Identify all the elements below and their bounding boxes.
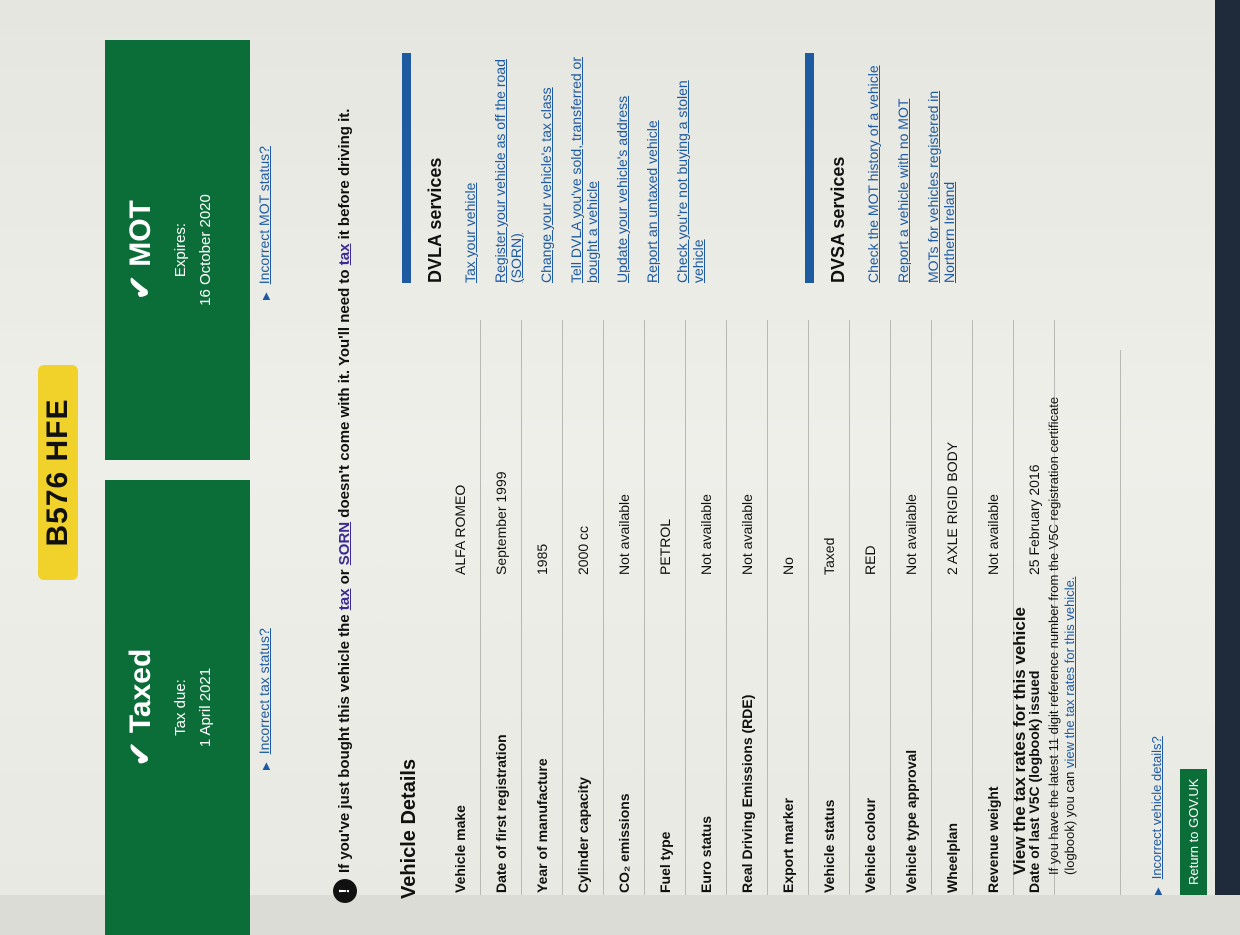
- row-label: Year of manufacture: [534, 758, 550, 893]
- table-row: Vehicle type approval Not available: [891, 320, 932, 895]
- dvla-services: DVLA services Tax your vehicle Register y…: [402, 53, 720, 283]
- vehicle-details-table: Vehicle make ALFA ROMEO Date of first regi…: [440, 320, 1055, 895]
- table-row: Revenue weight Not available: [973, 320, 1014, 895]
- dvla-service-link[interactable]: Register your vehicle as off the road (S…: [492, 59, 524, 283]
- table-row: Vehicle status Taxed: [809, 320, 850, 895]
- warning-notice: !If you've just bought this vehicle the …: [333, 109, 357, 903]
- dvsa-service-link[interactable]: Report a vehicle with no MOT: [895, 98, 911, 283]
- incorrect-mot-status-toggle[interactable]: ▶ Incorrect MOT status?: [256, 146, 274, 300]
- mot-status-panel: ✔ MOT Expires: 16 October 2020: [105, 40, 250, 460]
- row-value: No: [780, 557, 796, 575]
- tax-rates-heading: View the tax rates for this vehicle: [1010, 606, 1029, 875]
- warning-text: or: [336, 565, 353, 589]
- table-row: Export marker No: [768, 320, 809, 895]
- row-label: CO₂ emissions: [616, 793, 632, 893]
- section-bar: [402, 53, 411, 283]
- table-row: Vehicle colour RED: [850, 320, 891, 895]
- dvsa-services: DVSA services Check the MOT history of a…: [805, 53, 971, 283]
- row-value: Taxed: [821, 537, 837, 575]
- dvla-service-link[interactable]: Check you're not buying a stolen vehicle: [674, 80, 706, 283]
- row-label: Vehicle type approval: [903, 749, 919, 893]
- dvla-service-link[interactable]: Tax your vehicle: [462, 182, 478, 283]
- row-value: 25 February 2016: [1026, 464, 1042, 575]
- warning-text: If you've just bought this vehicle the: [336, 610, 353, 873]
- incorrect-vehicle-details-toggle[interactable]: ▶ Incorrect vehicle details?: [1148, 736, 1166, 895]
- tax-status-panel: ✔ Taxed Tax due: 1 April 2021: [105, 480, 250, 935]
- row-label: Wheelplan: [944, 822, 960, 893]
- table-row: Real Driving Emissions (RDE) Not availabl…: [727, 320, 768, 895]
- tax-rates-text: If you have the latest 11 digit referenc…: [1046, 355, 1078, 875]
- table-row: Euro status Not available: [686, 320, 727, 895]
- vehicle-details-heading: Vehicle Details: [398, 758, 420, 899]
- row-value: 2 AXLE RIGID BODY: [944, 441, 960, 575]
- dvsa-services-heading: DVSA services: [828, 156, 848, 283]
- dvla-service-link[interactable]: Tell DVLA you've sold, transferred or bo…: [568, 56, 600, 283]
- row-value: Not available: [985, 494, 1001, 575]
- section-bar: [805, 53, 814, 283]
- table-row: Fuel type PETROL: [645, 320, 686, 895]
- triangle-right-icon: ▶: [1153, 887, 1164, 895]
- mot-expiry-date: 16 October 2020: [197, 194, 214, 306]
- check-icon: ✔: [124, 741, 157, 767]
- warning-text: it before driving it.: [336, 108, 353, 244]
- tax-status: Taxed: [124, 648, 157, 734]
- table-row: Year of manufacture 1985: [522, 320, 563, 895]
- incorrect-vehicle-details-link[interactable]: Incorrect vehicle details?: [1149, 736, 1164, 880]
- dvsa-service-link[interactable]: Check the MOT history of a vehicle: [865, 65, 881, 283]
- row-value: PETROL: [657, 518, 673, 575]
- incorrect-tax-status-link[interactable]: Incorrect tax status?: [256, 628, 272, 755]
- mot-status: MOT: [124, 200, 157, 267]
- dvla-service-link[interactable]: Report an untaxed vehicle: [644, 120, 660, 283]
- row-value: Not available: [698, 494, 714, 575]
- mot-expires-label: Expires:: [172, 222, 189, 278]
- row-value: 2000 cc: [575, 525, 591, 575]
- table-row: Date of first registration September 1999: [481, 320, 522, 895]
- row-label: Export marker: [780, 798, 796, 893]
- dvla-service-link[interactable]: Update your vehicle's address: [614, 95, 630, 283]
- row-label: Date of first registration: [493, 734, 509, 893]
- dvla-service-link[interactable]: Change your vehicle's tax class: [538, 87, 554, 283]
- incorrect-mot-status-link[interactable]: Incorrect MOT status?: [256, 146, 272, 285]
- return-to-govuk-button[interactable]: Return to GOV.UK: [1180, 768, 1207, 895]
- row-value: September 1999: [493, 471, 509, 575]
- row-label: Fuel type: [657, 831, 673, 893]
- row-label: Vehicle make: [452, 805, 468, 893]
- triangle-right-icon: ▶: [261, 292, 272, 300]
- check-icon: ✔: [124, 274, 157, 300]
- row-value: RED: [862, 545, 878, 575]
- row-label: Euro status: [698, 815, 714, 893]
- row-label: Cylinder capacity: [575, 777, 591, 893]
- tax-due-label: Tax due:: [172, 679, 189, 736]
- screen-bezel: [1215, 0, 1240, 895]
- row-label: Vehicle colour: [862, 798, 878, 893]
- tax-due-date: 1 April 2021: [197, 667, 214, 748]
- row-value: 1985: [534, 543, 550, 575]
- row-label: Vehicle status: [821, 799, 837, 893]
- divider: [1120, 350, 1121, 895]
- sorn-link[interactable]: SORN: [336, 521, 353, 566]
- exclamation-icon: !: [333, 879, 357, 903]
- tax-link-2[interactable]: tax: [336, 243, 353, 266]
- dvla-services-heading: DVLA services: [425, 157, 445, 283]
- row-label: Real Driving Emissions (RDE): [739, 694, 755, 893]
- warning-text: doesn't come with it. You'll need to: [336, 265, 353, 522]
- triangle-right-icon: ▶: [261, 762, 272, 770]
- table-row: Cylinder capacity 2000 cc: [563, 320, 604, 895]
- table-row: Vehicle make ALFA ROMEO: [440, 320, 481, 895]
- incorrect-tax-status-toggle[interactable]: ▶ Incorrect tax status?: [256, 628, 274, 770]
- row-value: Not available: [616, 494, 632, 575]
- row-value: Not available: [903, 494, 919, 575]
- view-tax-rates-link[interactable]: view the tax rates for this vehicle.: [1062, 576, 1077, 769]
- row-label: Revenue weight: [985, 786, 1001, 893]
- dvsa-service-link[interactable]: MOTs for vehicles registered in Northern…: [925, 90, 957, 283]
- row-value: Not available: [739, 494, 755, 575]
- table-row: CO₂ emissions Not available: [604, 320, 645, 895]
- registration-plate: B576 HFE: [38, 365, 78, 580]
- table-row: Wheelplan 2 AXLE RIGID BODY: [932, 320, 973, 895]
- row-value: ALFA ROMEO: [452, 484, 468, 575]
- tax-link[interactable]: tax: [336, 588, 353, 611]
